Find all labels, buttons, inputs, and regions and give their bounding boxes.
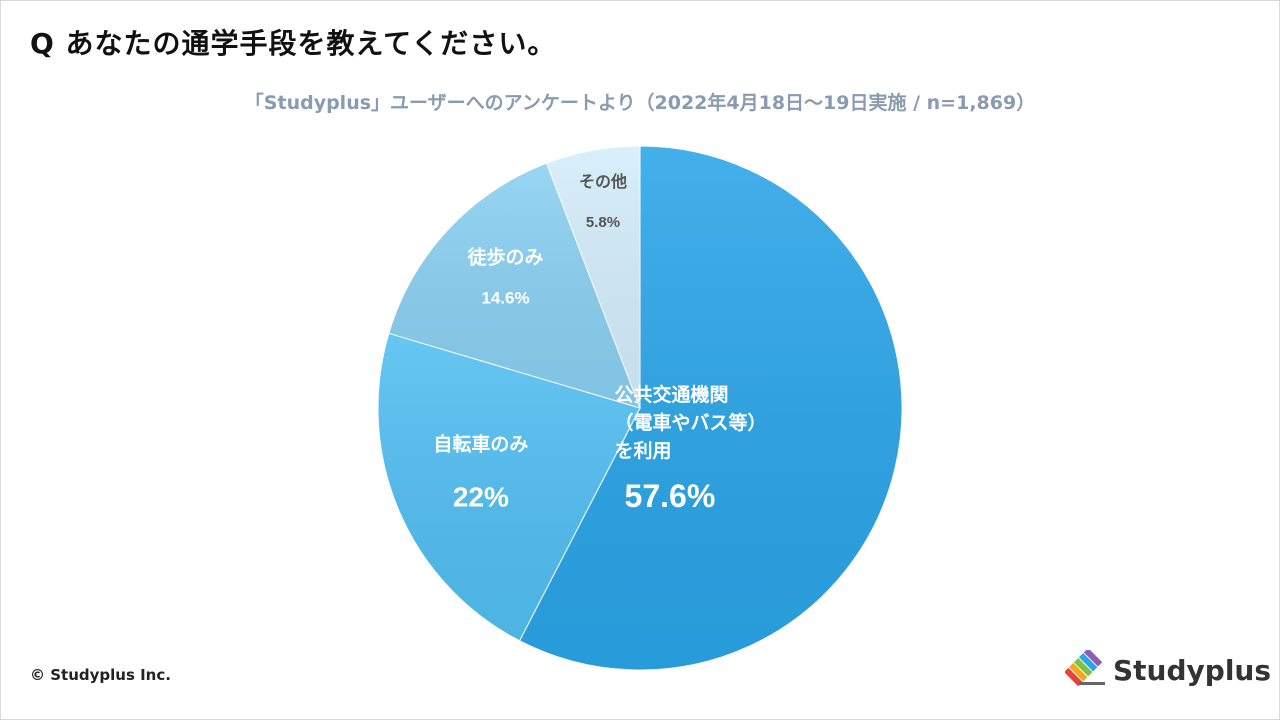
slice-value-label: 5.8% <box>586 214 620 231</box>
slice-label-group: 自転車のみ 22% <box>433 433 528 513</box>
studyplus-logo: Studyplus <box>1065 650 1271 690</box>
slice-label-group: 徒歩のみ 14.6% <box>467 245 544 307</box>
slice-label: 自転車のみ <box>433 433 528 456</box>
slice-label: その他 <box>579 172 627 191</box>
pie-slice-shade <box>519 146 902 670</box>
slice-label-group: 公共交通機関 （電車やバス等） を利用 57.6% <box>615 383 767 514</box>
question-title: Q あなたの通学手段を教えてください。 <box>30 27 557 60</box>
slice-label: 徒歩のみ <box>467 245 544 268</box>
brand-name: Studyplus <box>1113 653 1272 687</box>
slice-label: 公共交通機関 <box>615 383 729 406</box>
slice-value-label: 57.6% <box>625 478 716 514</box>
studyplus-logo-icon <box>1065 650 1105 687</box>
slice-value-label: 14.6% <box>481 288 529 307</box>
copyright-text: © Studyplus Inc. <box>30 666 171 684</box>
pie-slice-shade <box>388 163 640 408</box>
slice-label-group: その他 5.8% <box>579 172 627 231</box>
slice-value-label: 22% <box>453 482 509 513</box>
slice-label: （電車やバス等） <box>615 411 767 434</box>
pie-slice-shade <box>378 333 640 641</box>
survey-subtitle: 「Studyplus」ユーザーへのアンケートより（2022年4月18日〜19日実… <box>244 92 1036 114</box>
pie-slice-shade <box>546 146 640 408</box>
slice-label: を利用 <box>615 440 672 462</box>
